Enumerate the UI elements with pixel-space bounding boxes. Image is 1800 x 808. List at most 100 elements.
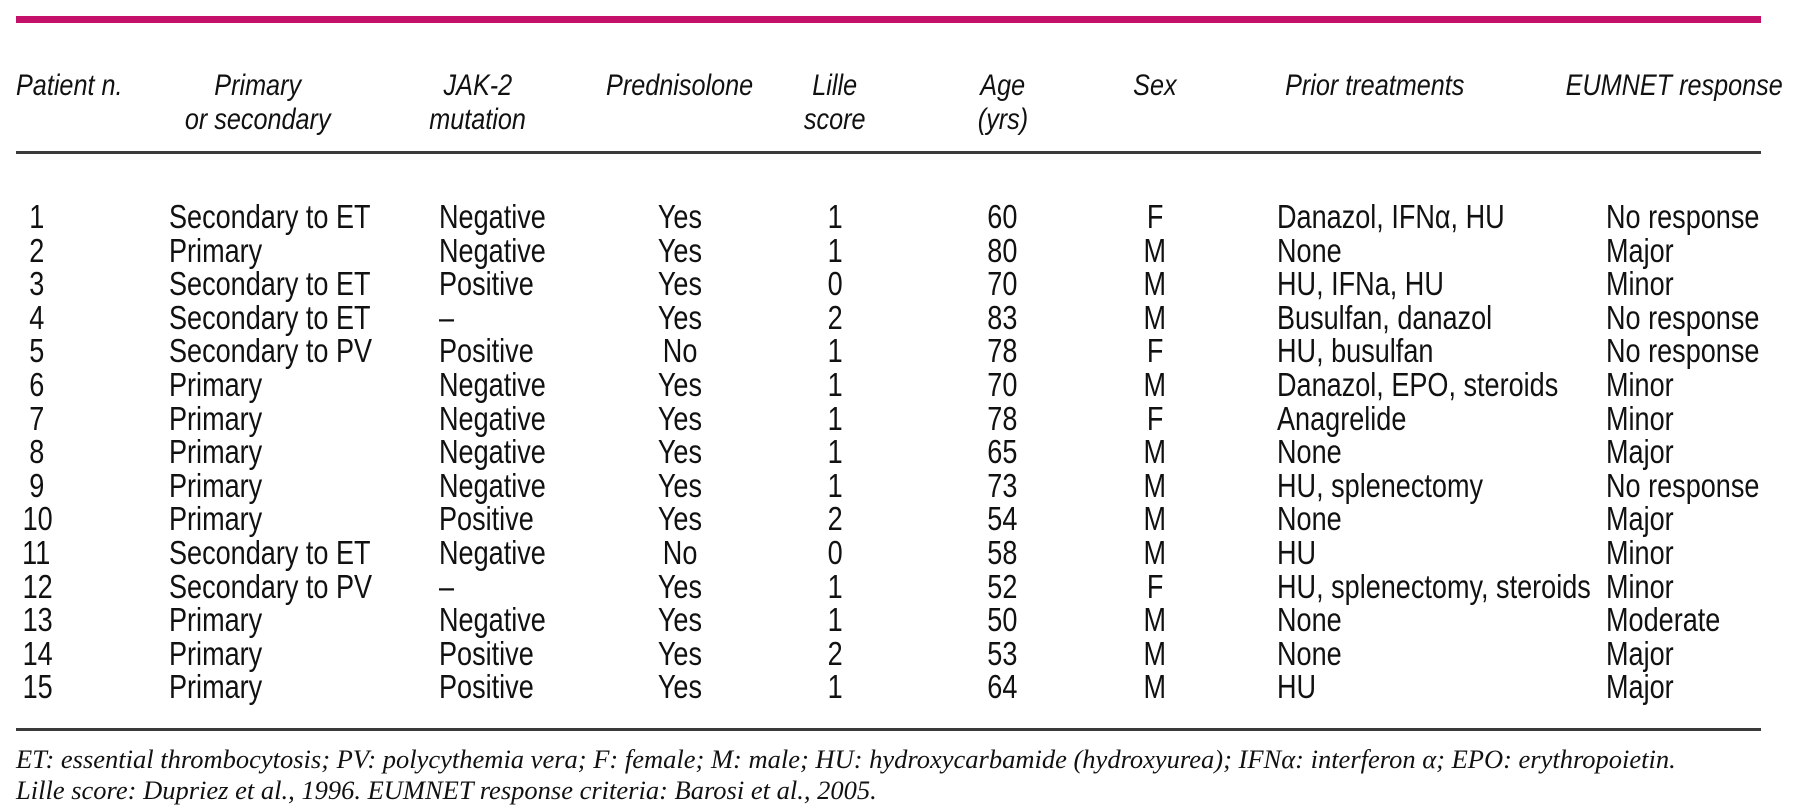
cell-eumnet-response: No response bbox=[1545, 301, 1761, 335]
cell-text: Minor bbox=[1606, 567, 1674, 605]
cell-prednisolone: Yes bbox=[590, 569, 770, 604]
table-footnotes: ET: essential thrombocytosis; PV: polycy… bbox=[16, 744, 1761, 806]
cell-text: – bbox=[439, 298, 455, 336]
cell-prednisolone: Yes bbox=[590, 153, 770, 234]
cell-lille-score: 1 bbox=[770, 368, 900, 402]
cell-primary-or-secondary: Primary bbox=[150, 233, 366, 268]
cell-sex: M bbox=[1105, 536, 1205, 570]
cell-sex: M bbox=[1105, 670, 1205, 729]
cell-text: Positive bbox=[439, 668, 534, 706]
cell-patient-n: 9 bbox=[16, 469, 150, 503]
cell-text: Yes bbox=[657, 500, 703, 538]
cell-primary-or-secondary: Secondary to ET bbox=[150, 536, 371, 570]
cell-text: HU, splenectomy bbox=[1277, 466, 1484, 504]
cell-text: 9 bbox=[28, 466, 44, 504]
cell-patient-n: 7 bbox=[16, 401, 150, 436]
cell-prior-treatments: Danazol, IFNα, HU bbox=[1205, 153, 1545, 234]
cell-text: 4 bbox=[28, 298, 44, 336]
cell-prednisolone: Yes bbox=[590, 368, 770, 402]
table-body: 1 Secondary to ET Negative Yes 1 60 F Danazol, … bbox=[16, 153, 1761, 730]
cell-text: 64 bbox=[987, 668, 1018, 706]
cell-patient-n: 2 bbox=[16, 233, 150, 268]
table-row: 5 Secondary to PV Positive No 1 78 F HU, busulf… bbox=[16, 334, 1761, 368]
cell-prior-treatments: HU, splenectomy bbox=[1205, 469, 1545, 503]
cell-age-yrs: 70 bbox=[900, 267, 1105, 301]
cell-text: Yes bbox=[657, 265, 703, 303]
cell-text: 54 bbox=[987, 500, 1018, 538]
cell-text: Negative bbox=[439, 433, 546, 471]
cell-text: None bbox=[1277, 500, 1342, 538]
cell-sex: F bbox=[1105, 569, 1205, 604]
cell-text: 80 bbox=[987, 231, 1018, 269]
cell-sex: M bbox=[1105, 502, 1205, 536]
column-header-label: Prednisolone bbox=[606, 69, 754, 102]
column-header-label: Prior treatments bbox=[1285, 69, 1465, 102]
cell-eumnet-response: Minor bbox=[1545, 267, 1761, 301]
cell-text: M bbox=[1143, 298, 1167, 336]
cell-text: HU, busulfan bbox=[1277, 332, 1434, 370]
cell-text: 50 bbox=[987, 601, 1018, 639]
table-row: 10 Primary Positive Yes 2 54 M None Major bbox=[16, 502, 1761, 536]
cell-text: Primary bbox=[169, 668, 263, 706]
cell-eumnet-response: No response bbox=[1545, 153, 1761, 234]
column-header-label: JAK-2 bbox=[443, 69, 513, 102]
table-header-row: Patient n. Primary or secondary JAK-2 mutati… bbox=[16, 23, 1783, 154]
cell-prednisolone: Yes bbox=[590, 267, 770, 301]
cell-jak-2-mutation: Negative bbox=[366, 536, 590, 570]
cell-primary-or-secondary: Primary bbox=[150, 502, 366, 536]
cell-text: Negative bbox=[439, 533, 546, 571]
column-header-label: mutation bbox=[429, 103, 527, 136]
cell-primary-or-secondary: Secondary to ET bbox=[150, 301, 371, 335]
table-row: 6 Primary Negative Yes 1 70 M Danazol, EPO, ste… bbox=[16, 368, 1761, 402]
cell-primary-or-secondary: Secondary to ET bbox=[150, 267, 371, 301]
cell-text: 1 bbox=[827, 198, 843, 235]
cell-text: Negative bbox=[439, 399, 546, 437]
cell-text: 5 bbox=[28, 332, 44, 370]
cell-sex: M bbox=[1105, 603, 1205, 637]
cell-text: 65 bbox=[987, 433, 1018, 471]
cell-text: Primary bbox=[169, 634, 263, 672]
cell-prednisolone: Yes bbox=[590, 401, 770, 436]
cell-text: Yes bbox=[657, 298, 703, 336]
cell-text: Minor bbox=[1606, 365, 1674, 403]
cell-age-yrs: 78 bbox=[900, 334, 1105, 368]
cell-jak-2-mutation: Negative bbox=[366, 233, 590, 268]
cell-text: Positive bbox=[439, 500, 534, 538]
cell-eumnet-response: Major bbox=[1545, 502, 1761, 536]
table-row: 7 Primary Negative Yes 1 78 F Anagrelide Minor bbox=[16, 399, 1761, 437]
cell-text: Minor bbox=[1606, 399, 1674, 437]
cell-text: Anagrelide bbox=[1277, 399, 1407, 437]
column-header-label: Primary bbox=[214, 69, 302, 102]
cell-age-yrs: 52 bbox=[900, 569, 1105, 604]
cell-text: 6 bbox=[28, 365, 44, 403]
cell-text: HU bbox=[1277, 668, 1317, 706]
cell-text: Yes bbox=[657, 601, 703, 639]
cell-prior-treatments: None bbox=[1205, 603, 1545, 637]
cell-text: 10 bbox=[22, 500, 53, 538]
cell-text: No response bbox=[1606, 332, 1760, 370]
column-header-lille-score: Lille score bbox=[770, 23, 900, 154]
cell-jak-2-mutation: Positive bbox=[366, 267, 590, 301]
cell-patient-n: 12 bbox=[16, 569, 150, 604]
cell-lille-score: 1 bbox=[770, 603, 900, 637]
cell-eumnet-response: No response bbox=[1545, 469, 1761, 503]
cell-text: 73 bbox=[987, 466, 1018, 504]
cell-lille-score: 1 bbox=[770, 670, 900, 729]
cell-text: 3 bbox=[28, 265, 44, 303]
cell-primary-or-secondary: Primary bbox=[150, 435, 366, 469]
cell-jak-2-mutation: Negative bbox=[366, 153, 590, 234]
cell-text: Primary bbox=[169, 466, 263, 504]
cell-prior-treatments: Busulfan, danazol bbox=[1205, 301, 1545, 335]
footnote-abbreviations: ET: essential thrombocytosis; PV: polycy… bbox=[16, 743, 1676, 774]
cell-text: 2 bbox=[827, 500, 843, 538]
cell-jak-2-mutation: Positive bbox=[366, 502, 590, 536]
table-row: 2 Primary Negative Yes 1 80 M None Major bbox=[16, 231, 1761, 269]
cell-text: Primary bbox=[169, 601, 263, 639]
cell-patient-n: 13 bbox=[16, 603, 150, 637]
cell-text: Secondary to PV bbox=[169, 567, 373, 605]
cell-primary-or-secondary: Primary bbox=[150, 469, 366, 503]
cell-lille-score: 1 bbox=[770, 469, 900, 503]
cell-primary-or-secondary: Primary bbox=[150, 670, 366, 729]
cell-text: Danazol, EPO, steroids bbox=[1277, 365, 1559, 403]
cell-jak-2-mutation: Negative bbox=[366, 399, 590, 437]
